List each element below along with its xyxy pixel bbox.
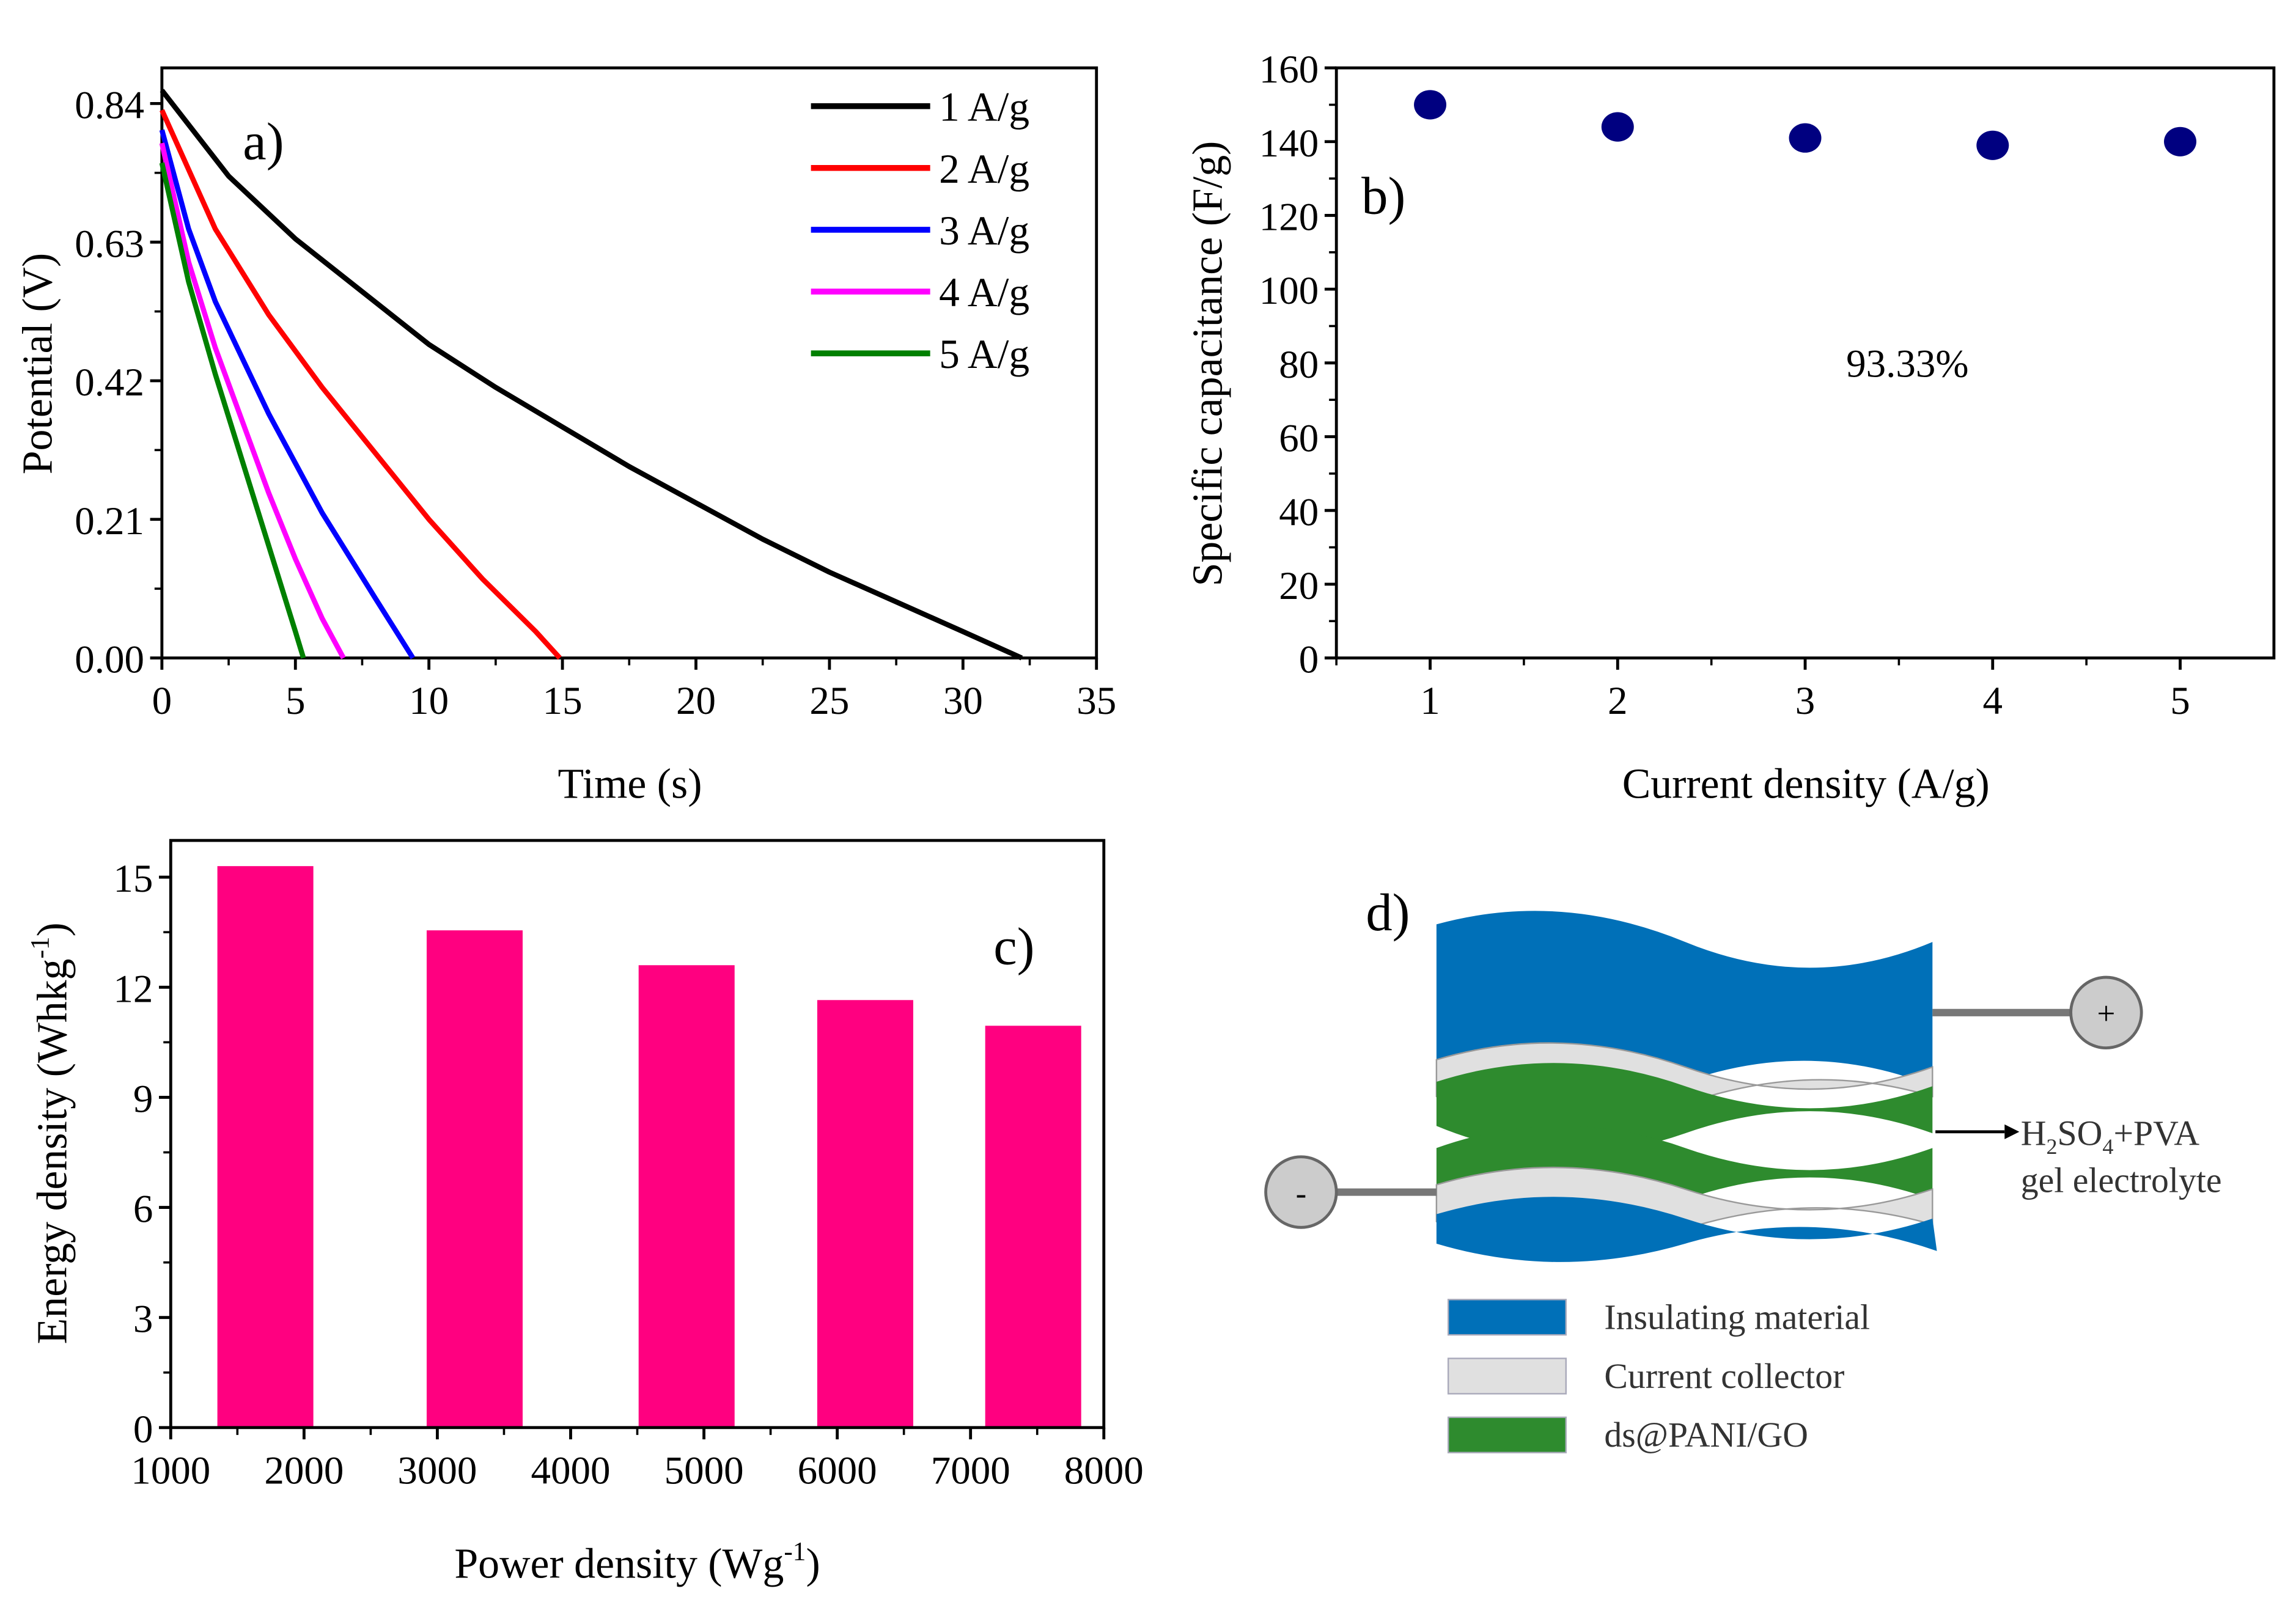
legend-swatch [1447, 1416, 1567, 1453]
legend-swatch [1447, 1299, 1567, 1336]
y-tick-label: 160 [1259, 48, 1319, 92]
panel-b-chart: 1 2 3 4 5 0 20 40 60 80 100 120 140 160 b) 93.33% Cur… [1184, 48, 2276, 807]
x-tick-label: 5 [285, 679, 306, 723]
positive-terminal-icon [2069, 975, 2143, 1050]
y-tick-label: 0.63 [75, 222, 144, 266]
y-tick-label: 6 [133, 1188, 153, 1232]
bar [985, 1026, 1081, 1428]
y-tick-label: 12 [113, 967, 153, 1011]
series-line-2 [160, 109, 562, 660]
y-tick-label: 120 [1259, 196, 1319, 240]
x-tick-label: 3000 [397, 1448, 477, 1492]
insulating-layer-bottom [1436, 1197, 1937, 1262]
y-tick-label: 100 [1259, 269, 1319, 313]
legend-label: 5 A/g [939, 331, 1029, 377]
x-tick-label: 2 [1608, 679, 1628, 723]
y-tick-label: 3 [133, 1298, 153, 1342]
legend-label: ds@PANI/GO [1604, 1416, 1808, 1455]
x-axis-label: Current density (A/g) [1622, 760, 1990, 807]
data-point [1601, 112, 1634, 142]
y-tick-label: 0.42 [75, 361, 144, 405]
x-tick-label: 7000 [931, 1448, 1010, 1492]
x-tick-label: 4 [1983, 679, 2003, 723]
x-tick-label: 1000 [131, 1448, 210, 1492]
y-tick-label: 15 [113, 857, 153, 901]
minus-sign: - [1296, 1176, 1307, 1211]
panel-label: b) [1361, 166, 1405, 225]
x-tick-label: 25 [809, 679, 849, 723]
data-point [1976, 130, 2009, 160]
x-tick-label: 6000 [798, 1448, 877, 1492]
x-tick-label: 5 [2170, 679, 2190, 723]
data-point [1789, 123, 1822, 153]
bar [217, 866, 314, 1428]
bar [426, 930, 523, 1428]
x-tick-label: 2000 [264, 1448, 344, 1492]
negative-terminal-icon [1264, 1155, 1338, 1229]
panel-a-chart: 0 5 10 15 20 25 30 35 0.00 0.21 0.42 0.63 0.84 1 A/g 2… [14, 66, 1116, 807]
plus-sign: + [2097, 996, 2115, 1032]
electrolyte-label-2: gel electrolyte [2021, 1162, 2222, 1200]
x-tick-label: 8000 [1064, 1448, 1144, 1492]
y-tick-label: 20 [1279, 564, 1319, 608]
y-tick-label: 0.84 [75, 83, 144, 127]
y-tick-label: 9 [133, 1077, 153, 1121]
legend-label: 4 A/g [939, 270, 1029, 315]
x-tick-label: 4000 [531, 1448, 610, 1492]
series-line-4 [159, 142, 346, 659]
x-tick-label: 35 [1076, 679, 1116, 723]
legend-label: Insulating material [1604, 1298, 1870, 1337]
panel-c-chart: 1000 2000 3000 4000 5000 6000 7000 8000 0 3 6 9 12 15… [25, 839, 1144, 1587]
x-axis-label: Power density (Wg-1) [454, 1536, 820, 1587]
y-tick-label: 0 [1299, 638, 1319, 682]
y-tick-label: 60 [1279, 417, 1319, 461]
legend-label: 1 A/g [939, 84, 1029, 130]
y-tick-label: 40 [1279, 490, 1319, 534]
y-axis-label: Energy density (Whkg-1) [25, 922, 76, 1344]
x-tick-label: 3 [1795, 679, 1816, 723]
x-axis-label: Time (s) [557, 760, 702, 807]
y-tick-label: 140 [1259, 122, 1319, 166]
series-line-3 [159, 129, 416, 659]
y-tick-label: 0.21 [75, 499, 144, 543]
data-point [2164, 127, 2196, 156]
y-axis-label: Potential (V) [14, 253, 61, 475]
electrolyte-label: H2SO4+PVA [2021, 1115, 2200, 1159]
series-line-5 [159, 162, 306, 659]
bar [638, 965, 735, 1428]
legend-label: 3 A/g [939, 208, 1029, 254]
legend-label: 2 A/g [939, 146, 1029, 192]
x-tick-label: 5000 [664, 1448, 744, 1492]
y-tick-label: 0.00 [75, 638, 144, 682]
plot-frame [1334, 66, 2276, 659]
x-tick-label: 10 [409, 679, 449, 723]
panel-label: c) [993, 917, 1034, 975]
y-axis-label: Specific capacitance (F/g) [1184, 141, 1231, 587]
x-tick-label: 15 [543, 679, 583, 723]
y-tick-label: 80 [1279, 343, 1319, 387]
x-tick-label: 0 [152, 679, 172, 723]
panel-label: a) [243, 112, 284, 171]
retention-annotation: 93.33% [1846, 342, 1968, 386]
bar [817, 1000, 913, 1428]
legend-swatch [1447, 1357, 1567, 1395]
y-tick-label: 0 [133, 1408, 153, 1452]
data-point [1414, 90, 1447, 120]
panel-label: d) [1366, 883, 1410, 942]
x-tick-label: 20 [676, 679, 716, 723]
x-tick-label: 30 [943, 679, 983, 723]
panel-d-diagram: d) + - H2SO4+PVA gel electrolyte Insulat… [1264, 883, 2222, 1455]
legend-label: Current collector [1604, 1357, 1844, 1396]
x-tick-label: 1 [1420, 679, 1440, 723]
series-line-1 [160, 89, 1023, 661]
